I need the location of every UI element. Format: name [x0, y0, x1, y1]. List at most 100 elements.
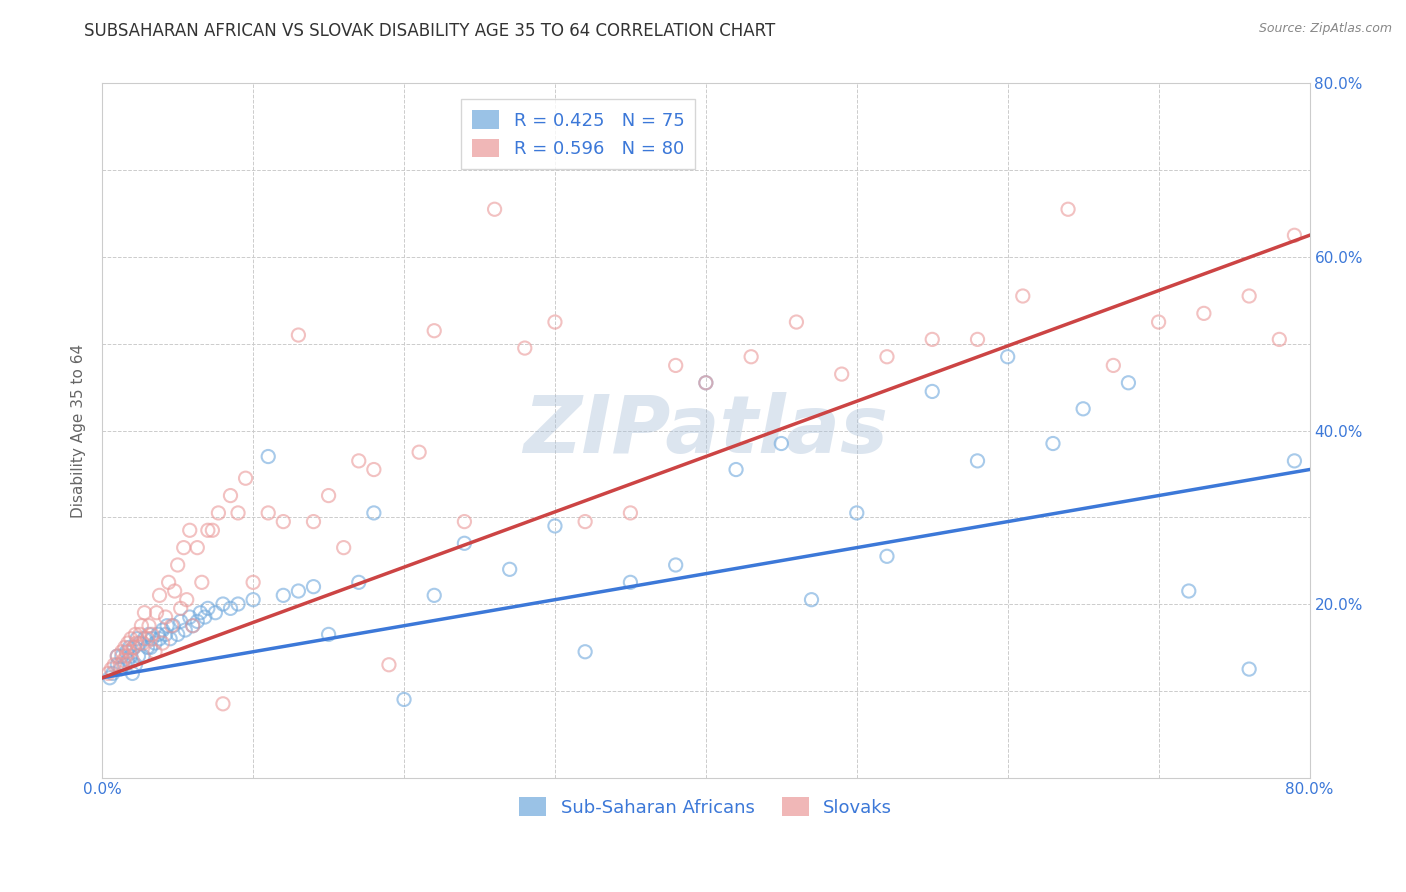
Point — [138, 618, 160, 632]
Point — [105, 657, 128, 672]
Point — [1237, 662, 1260, 676]
Point — [1057, 202, 1080, 217]
Point — [131, 618, 153, 632]
Point — [1284, 228, 1306, 243]
Point — [114, 657, 136, 672]
Point — [1042, 436, 1064, 450]
Point — [159, 632, 181, 646]
Point — [235, 471, 257, 485]
Point — [740, 350, 762, 364]
Point — [347, 454, 370, 468]
Point — [197, 601, 219, 615]
Text: ZIPatlas: ZIPatlas — [523, 392, 889, 469]
Point — [112, 653, 135, 667]
Point — [1118, 376, 1140, 390]
Point — [226, 597, 249, 611]
Point — [287, 584, 309, 599]
Point — [1192, 306, 1215, 320]
Point — [453, 515, 475, 529]
Point — [499, 562, 522, 576]
Point — [122, 640, 145, 655]
Point — [544, 519, 567, 533]
Point — [136, 632, 159, 646]
Point — [845, 506, 868, 520]
Point — [197, 523, 219, 537]
Point — [219, 601, 242, 615]
Point — [121, 653, 143, 667]
Point — [170, 601, 193, 615]
Point — [179, 523, 201, 537]
Point — [115, 645, 138, 659]
Text: Source: ZipAtlas.com: Source: ZipAtlas.com — [1258, 22, 1392, 36]
Point — [134, 606, 156, 620]
Point — [174, 623, 197, 637]
Point — [121, 666, 143, 681]
Point — [1011, 289, 1033, 303]
Point — [129, 636, 152, 650]
Point — [111, 645, 134, 659]
Point — [181, 618, 204, 632]
Point — [115, 649, 138, 664]
Point — [118, 645, 141, 659]
Point — [271, 588, 294, 602]
Point — [141, 627, 163, 641]
Point — [173, 541, 195, 555]
Point — [160, 618, 183, 632]
Point — [143, 636, 166, 650]
Point — [120, 632, 142, 646]
Point — [117, 653, 139, 667]
Point — [138, 627, 160, 641]
Point — [1071, 401, 1094, 416]
Point — [619, 575, 641, 590]
Point — [141, 632, 163, 646]
Point — [117, 636, 139, 650]
Point — [363, 462, 385, 476]
Point — [318, 489, 340, 503]
Point — [152, 623, 174, 637]
Point — [257, 506, 280, 520]
Point — [831, 367, 853, 381]
Point — [100, 662, 122, 676]
Point — [179, 610, 201, 624]
Point — [695, 376, 717, 390]
Point — [103, 657, 125, 672]
Point — [212, 697, 235, 711]
Point — [122, 640, 145, 655]
Point — [188, 606, 211, 620]
Point — [152, 636, 174, 650]
Point — [129, 627, 152, 641]
Point — [186, 615, 208, 629]
Point — [157, 575, 180, 590]
Point — [332, 541, 354, 555]
Point — [997, 350, 1019, 364]
Point — [110, 657, 132, 672]
Point — [921, 384, 943, 399]
Point — [97, 666, 120, 681]
Point — [378, 657, 401, 672]
Point — [302, 580, 325, 594]
Point — [139, 640, 162, 655]
Y-axis label: Disability Age 35 to 64: Disability Age 35 to 64 — [72, 343, 86, 517]
Point — [302, 515, 325, 529]
Point — [484, 202, 506, 217]
Point — [219, 489, 242, 503]
Point — [132, 649, 155, 664]
Point — [162, 618, 184, 632]
Point — [212, 597, 235, 611]
Point — [513, 341, 536, 355]
Point — [204, 606, 226, 620]
Point — [574, 645, 596, 659]
Point — [134, 632, 156, 646]
Point — [226, 506, 249, 520]
Point — [124, 627, 146, 641]
Point — [1102, 359, 1125, 373]
Point — [363, 506, 385, 520]
Point — [176, 592, 198, 607]
Point — [785, 315, 807, 329]
Point — [453, 536, 475, 550]
Point — [143, 645, 166, 659]
Point — [136, 640, 159, 655]
Point — [242, 592, 264, 607]
Point — [127, 649, 149, 664]
Point — [408, 445, 430, 459]
